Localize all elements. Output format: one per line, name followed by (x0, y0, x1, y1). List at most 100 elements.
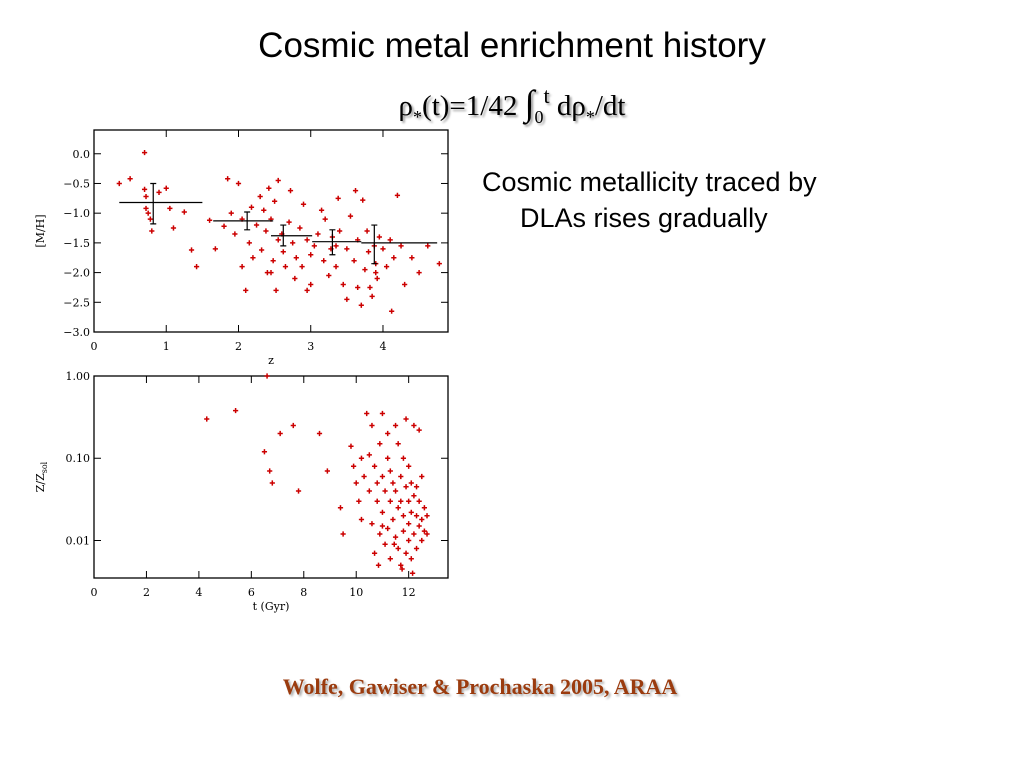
data-point (395, 441, 401, 447)
data-point (375, 562, 382, 568)
data-point (340, 281, 346, 288)
slide-title: Cosmic metal enrichment history (258, 26, 766, 65)
data-point (351, 463, 357, 469)
data-point (290, 422, 296, 429)
data-point (408, 509, 414, 515)
data-point (369, 293, 375, 299)
data-point (308, 281, 314, 288)
data-point (421, 505, 427, 511)
data-point (308, 252, 314, 258)
data-point (316, 430, 323, 437)
data-point (221, 223, 227, 229)
data-point (395, 545, 401, 552)
data-point (239, 264, 245, 270)
data-point (167, 205, 173, 212)
data-point (382, 541, 388, 547)
data-point (406, 537, 412, 544)
data-point (145, 210, 151, 216)
data-point (311, 243, 317, 249)
data-point (358, 516, 365, 523)
data-point (379, 509, 386, 515)
data-point (410, 570, 416, 576)
data-point (403, 550, 409, 556)
data-point (379, 410, 386, 417)
data-point (353, 480, 359, 486)
data-point (233, 407, 239, 414)
data-point (280, 249, 286, 255)
binned-mean-errorbar (312, 229, 362, 256)
formula-star-subscript-2: * (585, 107, 595, 127)
data-point (292, 275, 298, 282)
data-point (295, 488, 302, 494)
data-point (257, 193, 263, 200)
data-point (268, 269, 274, 276)
formula-d-rho: dρ (549, 90, 586, 122)
data-point (116, 180, 122, 187)
data-point (277, 430, 283, 437)
y-tick-label: 0.01 (66, 534, 91, 547)
data-point (143, 205, 149, 212)
data-point (335, 195, 341, 201)
formula-rho: ρ (398, 90, 414, 122)
x-tick-label: 1 (163, 340, 170, 353)
data-point (264, 373, 270, 379)
metallicity-vs-time-panel: 0 2 4 6 8 10 12 1.00 0.10 0.01 t (Gyr) Z/Zsol (34, 370, 449, 613)
data-point (304, 237, 310, 243)
data-point (364, 228, 370, 234)
data-point (156, 189, 162, 195)
y-axis-label: Z/Zsol (34, 461, 49, 492)
data-point (385, 430, 391, 437)
data-point (416, 427, 422, 433)
data-point (387, 237, 393, 243)
data-point (272, 198, 278, 204)
data-point (344, 246, 350, 252)
x-tick-label: 4 (379, 340, 386, 353)
data-point (333, 243, 339, 249)
data-point (389, 308, 395, 314)
data-point (391, 255, 397, 261)
data-point (263, 228, 269, 234)
data-point (392, 488, 399, 494)
formula: ρ*(t)=1/42 ∫0t dρ*/dt (0, 82, 1024, 127)
data-point (398, 562, 404, 568)
data-point (333, 264, 339, 270)
data-point (365, 249, 372, 255)
data-point (322, 216, 328, 222)
data-point (253, 222, 260, 228)
data-point (358, 302, 364, 308)
data-point (356, 498, 362, 504)
x-tick-label: 2 (143, 586, 150, 599)
data-point (315, 231, 321, 237)
data-point (143, 193, 149, 200)
data-point (392, 422, 399, 429)
data-point (390, 516, 396, 523)
data-point (406, 521, 412, 527)
data-point (149, 228, 155, 234)
data-point (377, 531, 383, 537)
data-point (385, 525, 391, 532)
y-tick-label: 0.0 (73, 148, 91, 161)
data-point (387, 556, 393, 562)
data-point (421, 528, 427, 534)
x-tick-label: 0 (91, 340, 98, 353)
y-tick-label: −1.5 (63, 237, 90, 250)
data-point (212, 246, 218, 252)
data-point (399, 566, 405, 572)
data-point (225, 176, 231, 182)
data-point (424, 513, 430, 519)
binned-mean-errorbar (213, 211, 274, 231)
data-point (275, 237, 281, 243)
data-point (290, 240, 296, 246)
data-point (387, 468, 393, 474)
data-point (411, 422, 417, 429)
data-point (232, 231, 238, 237)
x-tick-label: 2 (235, 340, 242, 353)
data-point (436, 261, 442, 267)
data-point (411, 531, 417, 537)
data-point (409, 255, 415, 261)
data-point (390, 480, 396, 486)
data-point (413, 484, 420, 490)
y-tick-label: 0.10 (66, 452, 91, 465)
data-point (360, 197, 366, 203)
binned-mean-errorbar (271, 224, 313, 247)
